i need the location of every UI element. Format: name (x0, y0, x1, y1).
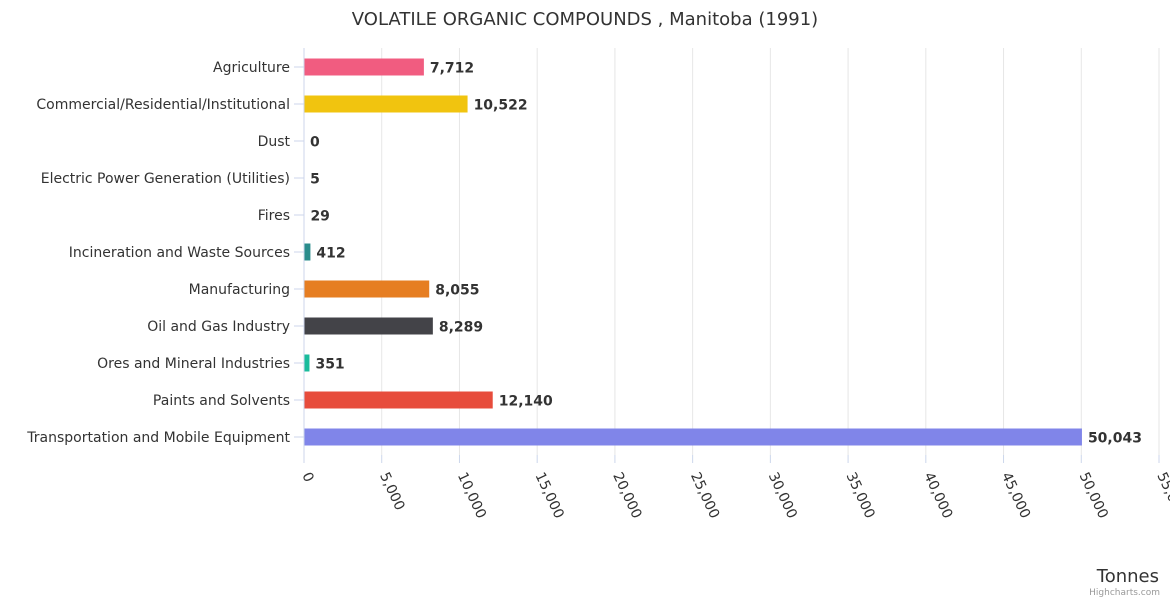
bar[interactable] (304, 428, 1082, 446)
data-label: 50,043 (1088, 431, 1142, 447)
x-tick-label: 5,000 (376, 470, 407, 513)
x-tick-label: 45,000 (998, 470, 1033, 521)
bar[interactable] (304, 58, 424, 76)
x-tick-label: 15,000 (532, 470, 567, 521)
category-label: Paints and Solvents (153, 393, 290, 409)
data-label: 0 (310, 135, 320, 151)
category-label: Electric Power Generation (Utilities) (41, 171, 290, 187)
data-label: 5 (310, 172, 320, 188)
x-tick-label: 55,000 (1153, 470, 1170, 521)
bar[interactable] (304, 280, 430, 298)
category-label: Transportation and Mobile Equipment (26, 430, 290, 446)
category-label: Manufacturing (189, 282, 290, 298)
category-axis: Agriculture Commercial/Residential/Instit… (26, 48, 305, 455)
x-tick-label: 10,000 (454, 470, 489, 521)
data-label: 412 (316, 246, 345, 262)
x-tick-label: 25,000 (687, 470, 722, 521)
data-label: 10,522 (474, 98, 528, 114)
bar[interactable] (304, 354, 310, 372)
x-axis-title: Tonnes (1096, 566, 1159, 587)
category-label: Commercial/Residential/Institutional (36, 97, 290, 113)
x-tick-label: 30,000 (765, 470, 800, 521)
category-label: Oil and Gas Industry (147, 319, 290, 335)
credits-link[interactable]: Highcharts.com (1089, 588, 1160, 598)
category-label: Agriculture (213, 60, 290, 76)
x-tick-label: 50,000 (1076, 470, 1111, 521)
data-label: 8,289 (439, 320, 483, 336)
data-label: 12,140 (499, 394, 553, 410)
x-tick-label: 40,000 (920, 470, 955, 521)
data-label: 29 (310, 209, 329, 225)
category-label: Ores and Mineral Industries (97, 356, 290, 372)
category-label: Fires (258, 208, 290, 224)
bar[interactable] (304, 243, 311, 261)
x-tick-label: 20,000 (609, 470, 644, 521)
data-label: 8,055 (435, 283, 479, 299)
category-label: Incineration and Waste Sources (69, 245, 290, 261)
data-label: 351 (315, 357, 344, 373)
bar[interactable] (304, 95, 468, 113)
x-tick-label: 0 (298, 470, 316, 485)
category-label: Dust (258, 134, 291, 150)
chart-title: VOLATILE ORGANIC COMPOUNDS , Manitoba (1… (352, 9, 818, 30)
grid-layer (381, 48, 1160, 455)
data-label: 7,712 (430, 61, 474, 77)
bar[interactable] (304, 317, 433, 335)
bar[interactable] (304, 391, 493, 409)
data-labels: 7,712 10,522 0 5 29 412 8,055 8,289 351 12,140 50,… (310, 61, 1142, 447)
x-tick-label: 35,000 (842, 470, 877, 521)
bars-layer (304, 58, 1082, 446)
value-axis: 0 5,000 10,000 15,000 20,000 25,000 30,000 35,0… (298, 455, 1170, 521)
